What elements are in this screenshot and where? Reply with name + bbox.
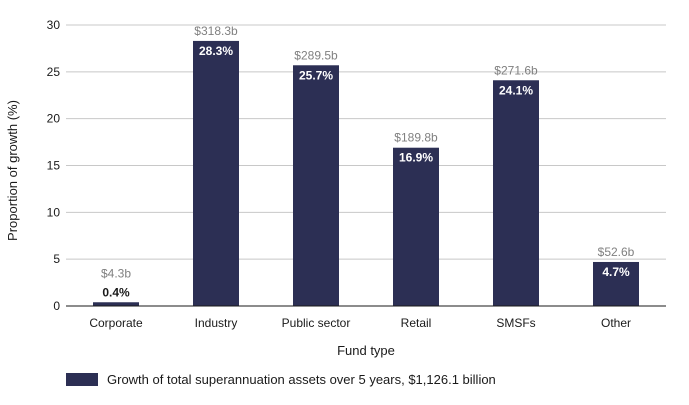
x-tick-label: Corporate bbox=[89, 316, 143, 330]
bar-value-label: 25.7% bbox=[299, 68, 333, 82]
y-tick-label: 5 bbox=[53, 252, 60, 266]
bar bbox=[93, 302, 139, 306]
bar-value-label: 16.9% bbox=[399, 151, 433, 165]
y-tick-label: 30 bbox=[47, 18, 61, 32]
bar bbox=[193, 40, 239, 306]
bar-value-label: 28.3% bbox=[199, 44, 233, 58]
bar-amount-label: $52.6b bbox=[598, 245, 635, 259]
bar bbox=[493, 80, 539, 306]
y-tick-label: 0 bbox=[53, 299, 60, 313]
x-tick-label: Other bbox=[601, 316, 631, 330]
y-tick-label: 20 bbox=[47, 112, 61, 126]
legend: Growth of total superannuation assets ov… bbox=[66, 372, 496, 387]
bar-amount-label: $189.8b bbox=[394, 131, 438, 145]
bar-amount-label: $4.3b bbox=[101, 266, 131, 280]
y-tick-label: 15 bbox=[47, 159, 61, 173]
legend-label: Growth of total superannuation assets ov… bbox=[107, 372, 496, 387]
y-tick-label: 10 bbox=[47, 205, 61, 219]
bar-value-label: 4.7% bbox=[602, 265, 630, 279]
y-tick-label: 25 bbox=[47, 65, 61, 79]
x-tick-label: SMSFs bbox=[496, 316, 535, 330]
legend-swatch bbox=[66, 373, 98, 386]
bar bbox=[293, 65, 339, 306]
x-tick-label: Public sector bbox=[282, 316, 351, 330]
bar bbox=[393, 147, 439, 306]
bar-amount-label: $289.5b bbox=[294, 48, 338, 62]
x-tick-label: Industry bbox=[195, 316, 238, 330]
x-axis-title: Fund type bbox=[337, 343, 395, 358]
bar-value-label: 24.1% bbox=[499, 83, 533, 97]
bar-amount-label: $271.6b bbox=[494, 63, 538, 77]
bar bbox=[593, 261, 639, 306]
bar-amount-label: $318.3b bbox=[194, 24, 238, 38]
y-axis-title: Proportion of growth (%) bbox=[5, 100, 20, 241]
x-tick-label: Retail bbox=[401, 316, 432, 330]
bar-value-label: 0.4% bbox=[102, 285, 130, 299]
